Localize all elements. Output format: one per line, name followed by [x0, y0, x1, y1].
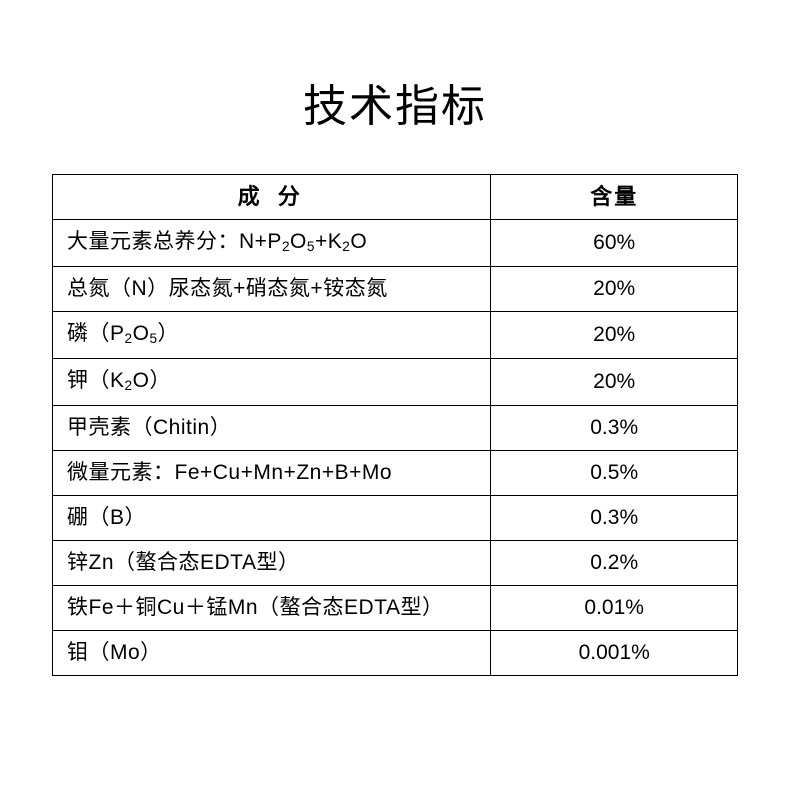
table-row: 总氮（N）尿态氮+硝态氮+铵态氮20%: [53, 267, 738, 312]
table-row: 硼（B）0.3%: [53, 496, 738, 541]
cell-content: 20%: [491, 267, 738, 312]
page: 技术指标 成 分 含量 大量元素总养分：N+P2O5+K2O60%总氮（N）尿态…: [0, 0, 790, 793]
cell-ingredient: 大量元素总养分：N+P2O5+K2O: [53, 220, 491, 267]
cell-content: 0.3%: [491, 406, 738, 451]
cell-content: 60%: [491, 220, 738, 267]
cell-ingredient: 微量元素：Fe+Cu+Mn+Zn+B+Mo: [53, 451, 491, 496]
page-title: 技术指标: [52, 70, 738, 134]
cell-content: 20%: [491, 312, 738, 359]
col-header-content: 含量: [491, 175, 738, 220]
cell-content: 0.001%: [491, 631, 738, 676]
table-row: 钾（K2O）20%: [53, 359, 738, 406]
cell-content: 20%: [491, 359, 738, 406]
spec-table: 成 分 含量 大量元素总养分：N+P2O5+K2O60%总氮（N）尿态氮+硝态氮…: [52, 174, 738, 676]
cell-ingredient: 钼（Mo）: [53, 631, 491, 676]
table-row: 磷（P2O5）20%: [53, 312, 738, 359]
table-row: 钼（Mo）0.001%: [53, 631, 738, 676]
cell-ingredient: 总氮（N）尿态氮+硝态氮+铵态氮: [53, 267, 491, 312]
cell-ingredient: 钾（K2O）: [53, 359, 491, 406]
cell-ingredient: 硼（B）: [53, 496, 491, 541]
cell-ingredient: 锌Zn（螯合态EDTA型）: [53, 541, 491, 586]
cell-ingredient: 铁Fe＋铜Cu＋锰Mn（螯合态EDTA型）: [53, 586, 491, 631]
table-row: 微量元素：Fe+Cu+Mn+Zn+B+Mo0.5%: [53, 451, 738, 496]
table-header-row: 成 分 含量: [53, 175, 738, 220]
cell-content: 0.2%: [491, 541, 738, 586]
cell-content: 0.01%: [491, 586, 738, 631]
table-row: 大量元素总养分：N+P2O5+K2O60%: [53, 220, 738, 267]
table-row: 甲壳素（Chitin）0.3%: [53, 406, 738, 451]
cell-ingredient: 甲壳素（Chitin）: [53, 406, 491, 451]
table-row: 铁Fe＋铜Cu＋锰Mn（螯合态EDTA型）0.01%: [53, 586, 738, 631]
cell-ingredient: 磷（P2O5）: [53, 312, 491, 359]
cell-content: 0.5%: [491, 451, 738, 496]
col-header-ingredient: 成 分: [53, 175, 491, 220]
cell-content: 0.3%: [491, 496, 738, 541]
table-row: 锌Zn（螯合态EDTA型）0.2%: [53, 541, 738, 586]
